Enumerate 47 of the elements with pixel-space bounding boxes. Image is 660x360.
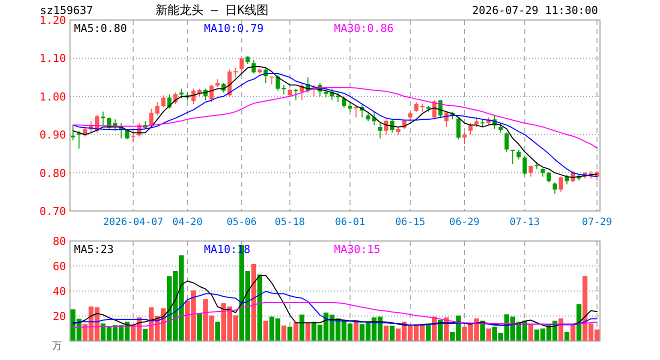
bar [576, 304, 582, 341]
y-tick-label: 0.90 [40, 128, 66, 142]
bar [444, 317, 449, 341]
line-series [72, 290, 598, 326]
text: MA30:15 [334, 243, 380, 256]
y-tick-label: 0.70 [40, 205, 66, 218]
bar [570, 325, 576, 341]
chart-subtitle: sz159637 [40, 4, 93, 17]
text: MA5:23 [74, 243, 114, 256]
bar [299, 314, 304, 341]
x-tick-label: 06-01 [335, 217, 366, 228]
chart-title: 新能龙头 — 日K线图 [156, 3, 268, 17]
bar [354, 320, 358, 341]
line-series [72, 302, 598, 328]
bar [558, 318, 564, 341]
line-series [72, 275, 598, 328]
x-tick-label: 05-06 [226, 217, 257, 228]
y-tick-label: 20 [52, 310, 66, 323]
y-tick-label: 80 [52, 235, 66, 248]
y-tick-label: 40 [52, 285, 66, 298]
y-tick-label: 1.10 [40, 52, 66, 66]
x-tick-label: 05-18 [274, 217, 305, 228]
bar [293, 322, 298, 341]
bar [426, 324, 431, 341]
y-axis-title: 万 [52, 341, 62, 352]
bar [438, 320, 443, 341]
bar [486, 328, 491, 341]
bar [197, 313, 202, 341]
text: 2026-07-29 11:30:00 [472, 4, 598, 17]
text: MA10:0.79 [204, 22, 264, 35]
bar [281, 326, 286, 341]
bar [564, 332, 570, 341]
x-tick-label: 07-13 [510, 217, 540, 228]
x-tick-label: 06-15 [395, 217, 426, 228]
text: MA5:0.80 [74, 22, 127, 35]
bar [305, 322, 310, 341]
y-tick-label: 0.80 [40, 166, 66, 180]
bar [263, 320, 268, 341]
y-tick-label: 60 [52, 260, 66, 273]
y-tick-label: 1.20 [40, 14, 66, 27]
x-tick-label: 06-29 [449, 217, 480, 228]
x-tick-label: 04-20 [172, 217, 202, 228]
text: MA30:0.86 [334, 22, 394, 35]
y-tick-label: 1.00 [40, 90, 66, 104]
bar [215, 322, 220, 341]
x-tick-label: 07-29 [582, 217, 612, 228]
x-tick-label: 2026-04-07 [103, 217, 164, 228]
